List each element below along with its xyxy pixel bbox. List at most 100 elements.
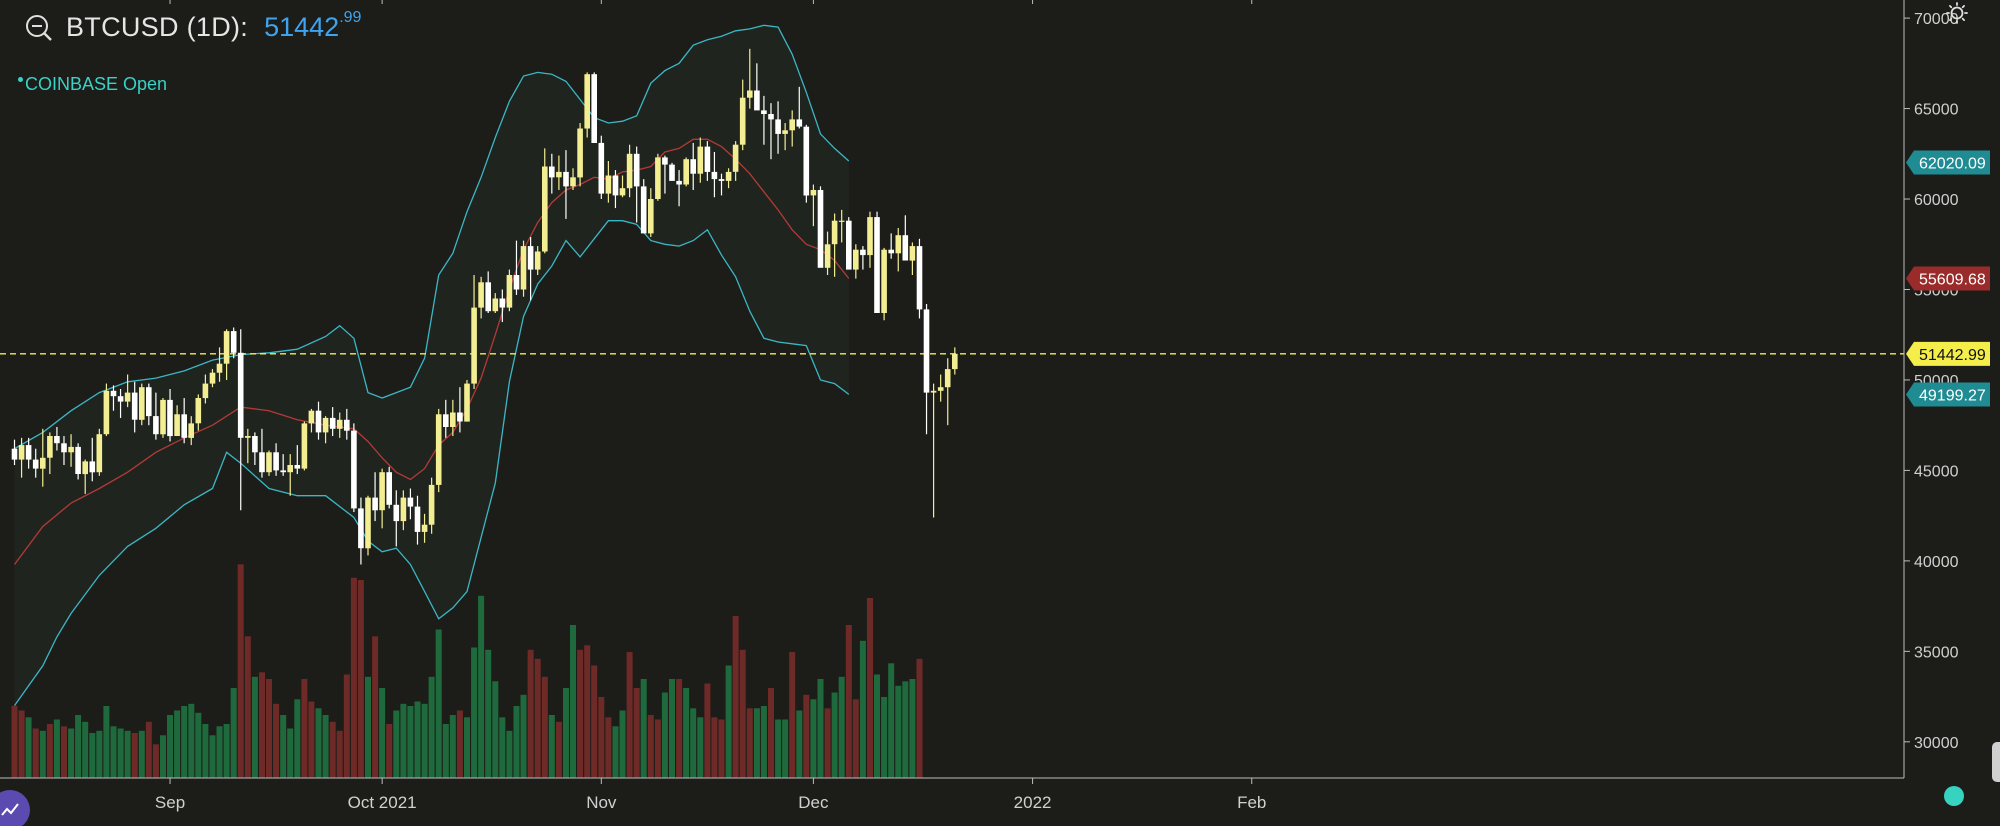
candle-body — [556, 171, 562, 178]
scroll-handle[interactable] — [1992, 742, 2000, 782]
price-tag-box — [1906, 266, 1990, 291]
price-tag: 51442.99 — [1906, 341, 1990, 366]
candle-body — [259, 452, 265, 473]
candle-body — [881, 249, 887, 313]
volume-bar — [895, 685, 902, 779]
volume-bar — [216, 726, 223, 779]
candle-body — [676, 180, 682, 185]
candle-body — [697, 146, 704, 174]
volume-bar — [789, 652, 796, 778]
volume-bar — [174, 710, 181, 778]
candle-body — [160, 399, 166, 435]
volume-bar — [541, 676, 548, 779]
source-dot-icon — [18, 77, 23, 82]
volume-bar — [669, 679, 675, 778]
volume-bar — [852, 699, 859, 779]
candle-body — [428, 484, 435, 525]
volume-bar — [888, 663, 895, 779]
volume-bar — [273, 703, 280, 779]
candle-body — [633, 153, 640, 187]
axes-layer: 7000065000600005500050000450004000035000… — [0, 0, 1959, 812]
candle-body — [54, 436, 60, 444]
volume-bar — [768, 688, 774, 778]
candle-body — [591, 74, 597, 143]
price-tag-box — [1906, 150, 1990, 175]
candle-body — [789, 119, 795, 131]
volume-bar — [365, 676, 371, 779]
candle-body — [754, 90, 760, 111]
candle-body — [47, 436, 53, 458]
y-tick-label: 60000 — [1914, 192, 1959, 209]
candle-body — [18, 445, 25, 460]
volume-bar — [577, 649, 584, 779]
volume-bar — [386, 724, 393, 778]
candle-body — [640, 186, 647, 234]
candle-body — [853, 249, 859, 270]
volume-bar — [61, 726, 67, 779]
volume-bar — [619, 710, 626, 778]
candle-body — [923, 309, 930, 393]
volume-bar — [301, 679, 308, 778]
volume-bar — [555, 721, 562, 779]
candle-body — [351, 430, 357, 509]
lower_band-line — [13, 220, 850, 706]
candle-body — [188, 423, 194, 438]
volume-bar — [393, 710, 400, 778]
volume-bar — [570, 625, 576, 778]
volume-bar — [711, 717, 718, 779]
candle-body — [824, 244, 831, 268]
volume-bar — [160, 735, 166, 779]
candle-body — [301, 423, 308, 469]
candle-body — [216, 363, 223, 373]
volume-bar — [633, 688, 640, 778]
status-dot-icon[interactable] — [1944, 786, 1964, 806]
volume-bar — [357, 580, 364, 778]
volume-bar — [520, 694, 527, 779]
volume-bar — [407, 706, 414, 778]
volume-bar — [202, 724, 209, 778]
candle-body — [202, 383, 209, 399]
candle-body — [139, 387, 145, 420]
volume-bar — [414, 701, 421, 778]
volume-bar — [46, 724, 53, 778]
candle-body — [570, 177, 576, 187]
x-tick-label: Nov — [586, 793, 617, 812]
zoom-out-icon[interactable] — [24, 13, 54, 43]
volume-bar — [308, 701, 315, 778]
volume-bar — [456, 710, 463, 778]
volume-bar — [244, 636, 251, 779]
volume-bar — [760, 706, 767, 778]
candle-body — [718, 179, 725, 181]
candle-body — [40, 457, 46, 469]
candle-body — [860, 249, 866, 256]
settings-gear-icon[interactable] — [1943, 0, 1971, 28]
price-fraction: .99 — [339, 9, 362, 26]
candle-body — [393, 504, 400, 522]
candle-body — [534, 251, 541, 270]
candle-body — [443, 414, 449, 427]
candle-body — [421, 524, 428, 532]
symbol-label: BTCUSD (1D): — [66, 12, 249, 42]
candle-body — [485, 282, 491, 312]
candle-body — [471, 307, 477, 384]
candle-body — [598, 142, 605, 194]
candle-body — [506, 275, 513, 308]
y-tick-label: 45000 — [1914, 463, 1959, 480]
volume-bar — [110, 726, 117, 779]
trend-icon[interactable] — [0, 790, 30, 826]
price-tag-box — [1906, 341, 1990, 366]
volume-bar — [18, 710, 25, 778]
candle-body — [909, 246, 916, 261]
volume-bar — [350, 577, 357, 779]
volume-bar — [464, 717, 470, 779]
candle-body — [803, 126, 810, 196]
candle-body — [435, 414, 442, 485]
candle-body — [379, 472, 385, 511]
price-integer: 51442 — [264, 12, 340, 42]
candle-body — [810, 190, 817, 196]
volume-bar — [259, 672, 265, 779]
volume-bar — [329, 721, 336, 779]
volume-bar — [683, 688, 690, 778]
volume-bar — [167, 715, 173, 778]
